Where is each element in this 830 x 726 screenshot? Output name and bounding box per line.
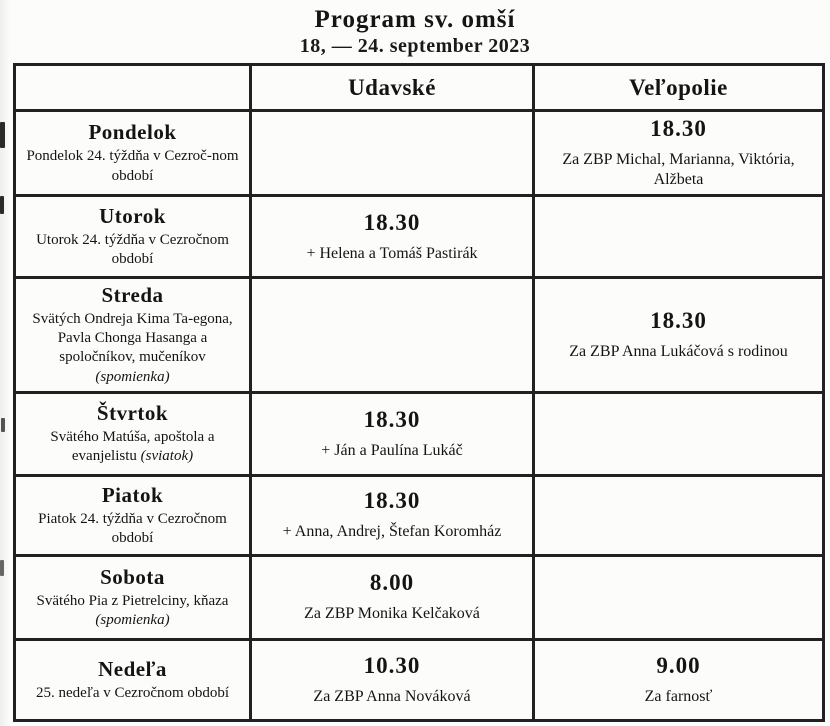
day-description: Svätého Matúša, apoštola a evanjelistu (… [24, 428, 241, 466]
day-cell: Sobota Svätého Pia z Pietrelciny, kňaza … [13, 553, 252, 641]
day-cell: Piatok Piatok 24. týždňa v Cezročnom obd… [13, 473, 252, 557]
scan-artifact [0, 560, 4, 576]
mass-intention: + Anna, Andrej, Štefan Koromház [282, 523, 502, 541]
table-row-tuesday: Utorok Utorok 24. týždňa v Cezročnom obd… [13, 194, 825, 279]
day-description: Svätého Pia z Pietrelciny, kňaza (spomie… [24, 592, 241, 630]
table-row-thursday: Štvrtok Svätého Matúša, apoštola a evanj… [13, 390, 825, 477]
mass-cell-velopolie: 18.30 Za ZBP Anna Lukáčová s rodinou [532, 276, 825, 394]
mass-schedule-table: Udavské Veľopolie Pondelok Pondelok 24. … [13, 63, 825, 722]
scan-artifact [0, 122, 5, 148]
table-row-monday: Pondelok Pondelok 24. týždňa v Cezroč-no… [13, 109, 825, 197]
page-subtitle: 18, — 24. september 2023 [299, 35, 531, 57]
table-row-saturday: Sobota Svätého Pia z Pietrelciny, kňaza … [13, 553, 825, 641]
day-cell: Nedeľa 25. nedeľa v Cezročnom období [13, 637, 252, 722]
mass-cell-udavske: 18.30 + Ján a Paulína Lukáč [249, 390, 535, 477]
mass-cell-velopolie [532, 390, 825, 477]
day-description: Svätých Ondreja Kima Ta-egona, Pavla Cho… [24, 310, 241, 387]
table-header-row: Udavské Veľopolie [13, 63, 825, 112]
mass-cell-udavske: 18.30 + Anna, Andrej, Štefan Koromház [249, 473, 535, 557]
table-row-friday: Piatok Piatok 24. týždňa v Cezročnom obd… [13, 473, 825, 557]
mass-intention: + Helena a Tomáš Pastirák [306, 244, 478, 262]
mass-intention: Za ZBP Michal, Marianna, Viktória, Alžbe… [562, 151, 795, 188]
day-name: Sobota [100, 564, 165, 589]
day-name: Utorok [99, 203, 166, 228]
day-name: Piatok [101, 482, 164, 507]
day-description: Utorok 24. týždňa v Cezročnom období [24, 231, 241, 269]
day-description: Piatok 24. týždňa v Cezročnom období [24, 510, 241, 548]
scan-artifact [1, 418, 5, 432]
day-description-text: Utorok 24. týždňa v Cezročnom období [36, 231, 229, 267]
header-velopolie: Veľopolie [532, 63, 825, 112]
day-description-text: 25. nedeľa v Cezročnom období [35, 684, 230, 701]
day-name: Nedeľa [98, 656, 167, 681]
mass-cell-velopolie: 18.30 Za ZBP Michal, Marianna, Viktória,… [532, 109, 825, 197]
day-cell: Štvrtok Svätého Matúša, apoštola a evanj… [13, 390, 252, 477]
mass-cell-velopolie [532, 553, 825, 641]
day-note: (sviatok) [140, 448, 194, 465]
mass-cell-velopolie: 9.00 Za farnosť [532, 637, 825, 722]
mass-time: 10.30 [363, 652, 421, 678]
page-title: Program sv. omší [314, 6, 516, 33]
mass-cell-udavske: 18.30 + Helena a Tomáš Pastirák [249, 194, 535, 279]
mass-time: 18.30 [363, 209, 421, 235]
day-note: (spomienka) [95, 611, 170, 628]
header-udavske: Udavské [249, 63, 535, 112]
mass-intention: Za ZBP Anna Nováková [313, 687, 471, 705]
day-description-text: Svätých Ondreja Kima Ta-egona, Pavla Cho… [32, 311, 233, 366]
mass-time: 18.30 [650, 307, 707, 333]
mass-cell-udavske [249, 276, 535, 394]
table-row-sunday: Nedeľa 25. nedeľa v Cezročnom období 10.… [13, 637, 825, 722]
day-cell: Utorok Utorok 24. týždňa v Cezročnom obd… [13, 194, 252, 279]
day-description-text: Svätého Pia z Pietrelciny, kňaza [36, 592, 229, 609]
day-name: Pondelok [88, 120, 177, 145]
mass-cell-udavske: 8.00 Za ZBP Monika Kelčaková [249, 553, 535, 641]
table-row-wednesday: Streda Svätých Ondreja Kima Ta-egona, Pa… [13, 276, 825, 394]
mass-time: 18.30 [363, 488, 421, 514]
header-day-column [13, 63, 252, 112]
day-cell: Pondelok Pondelok 24. týždňa v Cezroč-no… [13, 109, 252, 197]
title-block: Program sv. omší 18, — 24. september 202… [0, 0, 830, 58]
mass-cell-udavske: 10.30 Za ZBP Anna Nováková [249, 637, 535, 722]
mass-intention: Za farnosť [644, 687, 713, 705]
day-description: Pondelok 24. týždňa v Cezroč-nom období [24, 147, 241, 185]
mass-cell-velopolie [532, 194, 825, 279]
day-note: (spomienka) [95, 368, 170, 385]
day-description: 25. nedeľa v Cezročnom období [24, 684, 241, 703]
mass-intention: Za ZBP Anna Lukáčová s rodinou [569, 342, 788, 360]
day-cell: Streda Svätých Ondreja Kima Ta-egona, Pa… [13, 276, 252, 394]
mass-intention: Za ZBP Monika Kelčaková [304, 605, 480, 623]
day-name: Streda [101, 283, 164, 307]
scan-artifact [0, 196, 4, 214]
mass-time: 9.00 [656, 652, 701, 678]
mass-cell-udavske [249, 109, 535, 197]
day-description-text: Piatok 24. týždňa v Cezročnom období [38, 510, 227, 546]
mass-intention: + Ján a Paulína Lukáč [321, 441, 463, 459]
day-description-text: Svätého Matúša, apoštola a evanjelistu [50, 429, 215, 465]
mass-cell-velopolie [532, 473, 825, 557]
day-name: Štvrtok [96, 401, 169, 426]
mass-time: 18.30 [363, 406, 421, 432]
mass-time: 8.00 [369, 570, 415, 596]
mass-time: 18.30 [650, 116, 707, 141]
day-description-text: Pondelok 24. týždňa v Cezroč-nom období [26, 148, 239, 184]
